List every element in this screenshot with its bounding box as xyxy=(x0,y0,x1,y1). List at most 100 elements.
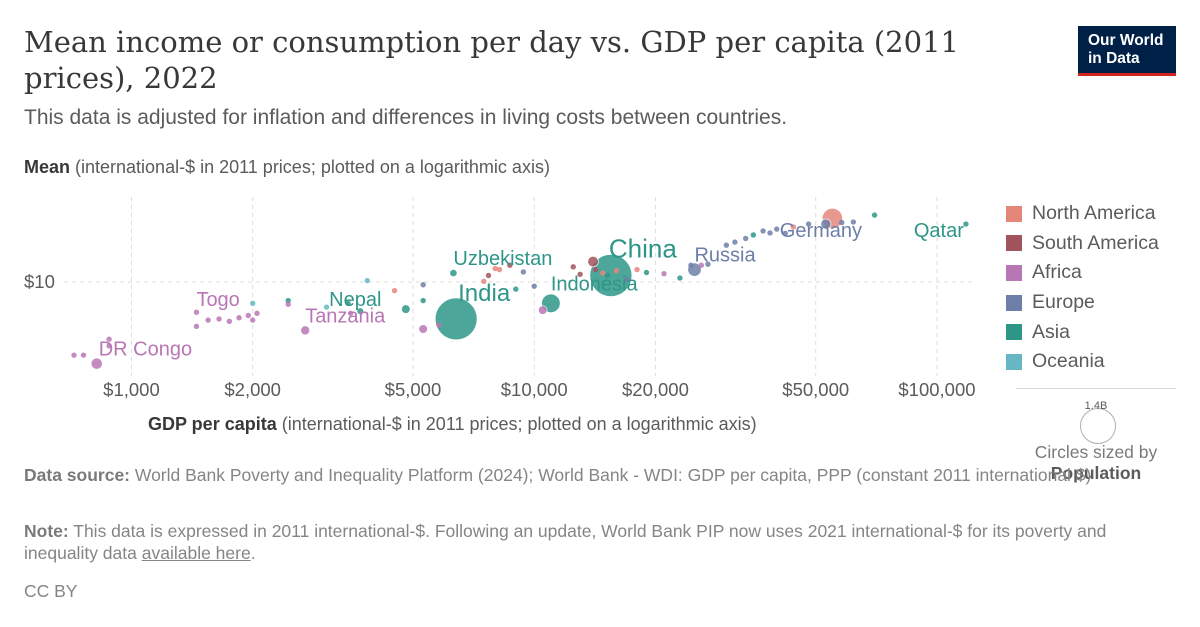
data-point xyxy=(723,242,730,248)
y-axis-title-rest: (international-$ in 2011 prices; plotted… xyxy=(70,157,550,177)
size-legend-value: 1.4B xyxy=(1084,400,1108,412)
point-germany xyxy=(820,218,832,230)
data-point xyxy=(323,304,330,310)
data-point xyxy=(71,352,77,358)
data-point xyxy=(600,270,606,276)
data-point xyxy=(698,262,705,268)
point-tanzania xyxy=(300,325,311,336)
legend-label: North America xyxy=(1032,202,1156,225)
x-tick-label: $50,000 xyxy=(782,379,849,400)
data-point xyxy=(592,266,599,273)
chart-subtitle: This data is adjusted for inflation and … xyxy=(24,106,788,129)
data-point xyxy=(285,301,291,307)
data-point xyxy=(249,317,256,323)
legend-item-oceania[interactable]: Oceania xyxy=(1006,347,1159,377)
data-point xyxy=(216,316,222,322)
available-here-link[interactable]: available here xyxy=(141,543,251,563)
legend-item-europe[interactable]: Europe xyxy=(1006,288,1159,318)
legend-label: Asia xyxy=(1032,320,1070,343)
data-point xyxy=(492,265,498,272)
data-point xyxy=(249,300,256,307)
legend-item-north-america[interactable]: North America xyxy=(1006,199,1159,229)
data-point xyxy=(767,230,773,236)
data-point xyxy=(347,310,354,317)
x-axis-title-bold: GDP per capita xyxy=(148,414,277,434)
data-point xyxy=(742,235,749,242)
data-point xyxy=(570,264,576,270)
note: Note: This data is expressed in 2011 int… xyxy=(24,520,1154,564)
legend-swatch xyxy=(1006,264,1022,281)
point-label-nepal: Nepal xyxy=(329,289,381,311)
owid-logo[interactable]: Our World in Data xyxy=(1078,26,1176,76)
data-point xyxy=(790,224,797,230)
point-label-tanzania: Tanzania xyxy=(305,305,386,327)
source-label: Data source: xyxy=(24,465,131,485)
x-tick-label: $10,000 xyxy=(501,379,568,400)
point-qatar xyxy=(963,221,969,227)
point-label-togo: Togo xyxy=(196,289,239,311)
y-tick-label: $10 xyxy=(24,271,55,292)
data-point xyxy=(705,261,711,267)
data-point xyxy=(496,266,503,273)
data-point xyxy=(760,228,766,234)
data-point xyxy=(420,297,426,304)
point-label-india: India xyxy=(458,280,511,307)
legend-label: Oceania xyxy=(1032,350,1105,373)
data-point xyxy=(401,304,411,314)
x-axis-title: GDP per capita (international-$ in 2011 … xyxy=(148,414,757,435)
x-tick-label: $2,000 xyxy=(224,379,281,400)
legend-swatch xyxy=(1006,205,1022,222)
data-point xyxy=(732,239,738,245)
point-india xyxy=(434,297,478,341)
data-point xyxy=(634,266,640,273)
data-point xyxy=(643,269,650,276)
data-point xyxy=(245,312,251,319)
size-legend-circle xyxy=(1080,408,1116,444)
logo-line-1: Our World xyxy=(1088,32,1164,49)
data-point xyxy=(106,343,112,349)
data-point xyxy=(106,336,112,342)
x-tick-label: $20,000 xyxy=(622,379,689,400)
data-point xyxy=(531,283,537,289)
point-label-uzbekistan: Uzbekistan xyxy=(453,248,552,270)
legend-item-africa[interactable]: Africa xyxy=(1006,258,1159,288)
data-point xyxy=(613,268,620,274)
legend-swatch xyxy=(1006,324,1022,341)
x-tick-label: $1,000 xyxy=(103,379,160,400)
x-tick-label: $100,000 xyxy=(898,379,975,400)
legend-item-south-america[interactable]: South America xyxy=(1006,229,1159,259)
y-axis-title: Mean (international-$ in 2011 prices; pl… xyxy=(24,157,550,178)
tick-labels: $1,000 $2,000 $5,000 $10,000 $20,000 $50,000 $… xyxy=(24,271,976,400)
data-point xyxy=(604,272,611,279)
data-point xyxy=(773,226,780,232)
legend-item-asia[interactable]: Asia xyxy=(1006,317,1159,347)
data-point xyxy=(688,262,694,268)
legend-swatch xyxy=(1006,294,1022,311)
data-point xyxy=(418,324,428,334)
data-point xyxy=(80,352,87,358)
size-caption-line1: Circles sized by xyxy=(1034,442,1158,462)
data-point xyxy=(587,256,599,268)
note-text: This data is expressed in 2011 internati… xyxy=(24,521,1107,563)
data-source: Data source: World Bank Poverty and Ineq… xyxy=(24,464,1154,486)
logo-line-2: in Data xyxy=(1088,50,1140,67)
data-point xyxy=(364,277,370,284)
data-point xyxy=(677,275,683,281)
chart-title: Mean income or consumption per day vs. G… xyxy=(24,25,959,95)
data-point xyxy=(624,276,630,283)
data-point xyxy=(782,230,788,236)
data-point xyxy=(236,315,242,321)
data-point xyxy=(254,310,260,317)
point-label-china: China xyxy=(609,234,677,264)
region-legend: North America South America Africa Europ… xyxy=(1006,199,1159,377)
data-point xyxy=(850,219,857,225)
data-point xyxy=(805,221,812,227)
legend-swatch xyxy=(1006,353,1022,370)
scatter-plot: $1,000 $2,000 $5,000 $10,000 $20,000 $50,000 $… xyxy=(24,197,976,400)
data-points xyxy=(71,208,969,370)
data-point xyxy=(485,272,492,279)
note-label: Note: xyxy=(24,521,69,541)
point-china xyxy=(589,254,633,297)
data-point xyxy=(481,278,487,284)
x-axis-title-rest: (international-$ in 2011 prices; plotted… xyxy=(276,414,757,434)
